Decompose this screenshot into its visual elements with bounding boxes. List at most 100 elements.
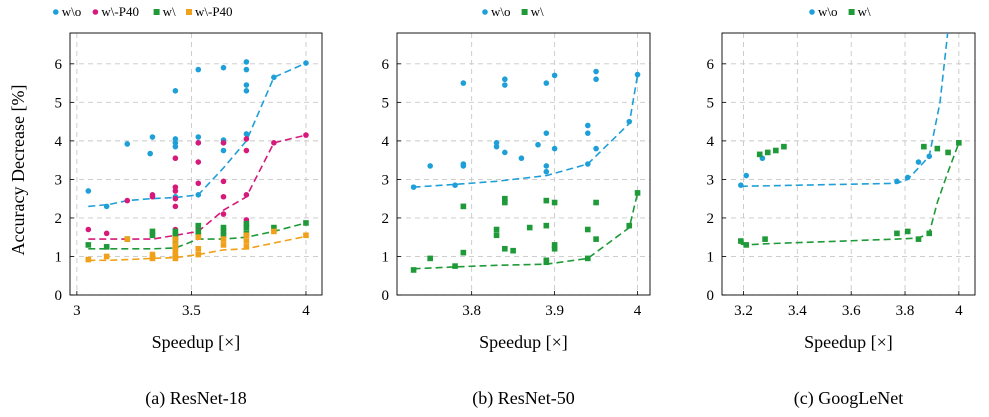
data-point	[551, 245, 558, 252]
data-point	[584, 226, 591, 233]
data-point	[551, 199, 558, 206]
data-point	[243, 192, 250, 198]
y-tick-label: 2	[382, 211, 390, 227]
data-point	[172, 155, 179, 162]
x-tick-label: 3.5	[182, 303, 201, 319]
data-point	[220, 193, 227, 200]
data-point	[427, 163, 433, 169]
data-point	[243, 59, 250, 65]
data-point	[427, 255, 433, 262]
y-tick-label: 0	[55, 288, 63, 304]
data-point	[103, 230, 110, 237]
data-point	[904, 228, 911, 235]
data-point	[271, 140, 277, 146]
data-point	[172, 87, 179, 94]
data-point	[195, 222, 202, 229]
data-point	[502, 76, 508, 83]
data-point	[243, 238, 250, 244]
data-point	[220, 140, 227, 146]
y-tick-label: 3	[382, 172, 390, 188]
data-point	[535, 141, 541, 148]
y-tick-label: 3	[707, 172, 715, 188]
data-point	[764, 149, 771, 156]
data-point	[243, 224, 250, 231]
data-point	[510, 247, 516, 254]
data-point	[584, 255, 591, 262]
data-point	[124, 141, 131, 147]
data-point	[743, 172, 750, 179]
data-point	[172, 203, 179, 210]
data-point	[195, 66, 202, 73]
plot-frame	[396, 32, 651, 296]
data-point	[926, 230, 933, 237]
data-point	[243, 131, 250, 137]
data-point	[543, 168, 550, 175]
data-point	[762, 236, 768, 242]
data-point	[243, 82, 250, 88]
data-point	[103, 203, 110, 210]
data-point	[584, 130, 591, 136]
y-tick-label: 0	[382, 288, 390, 304]
data-point	[195, 251, 202, 258]
data-point	[743, 242, 750, 248]
x-axis-label: Speedup [×]	[479, 332, 568, 352]
legend-marker	[92, 9, 99, 15]
data-point	[921, 143, 927, 150]
data-point	[584, 161, 591, 167]
data-point	[220, 211, 227, 217]
data-point	[502, 82, 508, 88]
data-point	[773, 147, 779, 154]
data-point	[271, 74, 277, 81]
data-point	[149, 228, 156, 235]
data-point	[85, 242, 92, 248]
data-point	[220, 242, 227, 248]
data-point	[303, 220, 309, 226]
data-point	[502, 195, 508, 202]
legend-marker	[186, 9, 192, 15]
data-point	[195, 228, 202, 235]
data-point	[172, 228, 179, 235]
data-point	[124, 236, 131, 242]
data-point	[904, 174, 911, 181]
x-tick-label: 3.6	[842, 303, 861, 319]
data-point	[934, 145, 941, 152]
data-point	[149, 192, 156, 198]
data-point	[593, 68, 599, 75]
legend: w\o w\	[809, 4, 871, 19]
data-point	[220, 224, 227, 231]
data-point	[634, 190, 641, 196]
data-point	[543, 197, 550, 204]
x-tick-label: 3.8	[896, 303, 915, 319]
data-point	[271, 224, 277, 231]
legend-label: w\o	[491, 4, 511, 19]
legend-label: w\	[858, 4, 871, 19]
data-point	[526, 224, 533, 231]
x-axis-label: Speedup [×]	[804, 332, 893, 352]
data-point	[894, 230, 900, 237]
data-point	[738, 182, 744, 188]
data-point	[543, 80, 550, 86]
data-point	[956, 140, 962, 146]
data-point	[195, 140, 202, 146]
data-point	[543, 130, 550, 136]
data-point	[551, 145, 558, 152]
panel-caption: (a) ResNet-18	[145, 388, 246, 409]
data-point	[172, 232, 179, 239]
y-tick-label: 2	[55, 211, 63, 227]
data-point	[518, 155, 525, 162]
data-point	[303, 132, 309, 138]
legend-label: w\-P40	[101, 4, 139, 19]
plot-area	[410, 68, 641, 273]
data-point	[756, 151, 763, 158]
data-point	[172, 184, 179, 190]
y-tick-label: 6	[382, 57, 390, 73]
data-point	[452, 182, 458, 188]
data-point	[626, 222, 633, 229]
data-point	[172, 253, 179, 260]
x-tick-label: 4	[634, 303, 642, 319]
data-point	[243, 220, 250, 227]
data-point	[551, 242, 558, 248]
data-point	[220, 232, 227, 239]
legend-marker	[809, 9, 815, 15]
y-tick-label: 5	[382, 95, 390, 111]
